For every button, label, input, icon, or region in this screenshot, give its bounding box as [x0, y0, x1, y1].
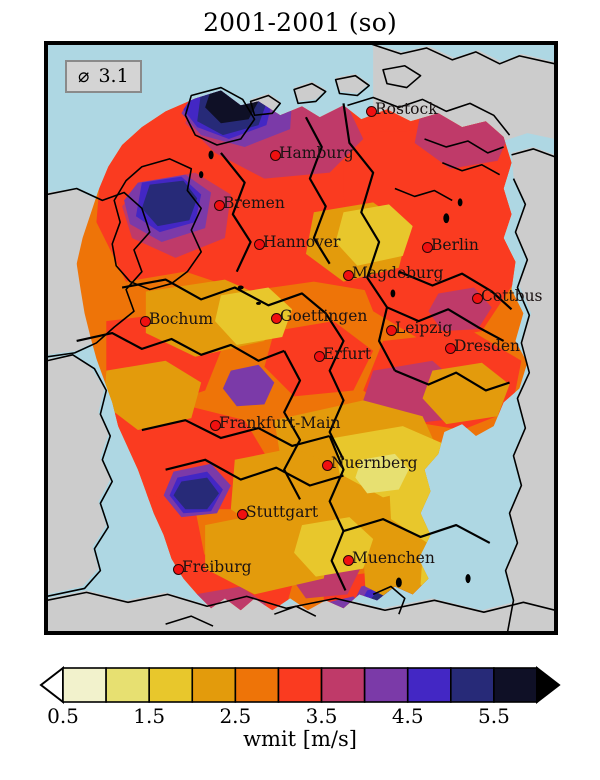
mean-value-badge: ⌀ 3.1: [65, 60, 142, 93]
colorbar-tick-label: 2.5: [219, 704, 251, 728]
city-label: Dresden: [454, 337, 521, 355]
colorbar-segment: [277, 667, 323, 703]
colorbar-tick-label: 1.5: [133, 704, 165, 728]
colorbar-tick-label: 4.5: [392, 704, 424, 728]
city-label: Muenchen: [352, 549, 435, 567]
city-label: Bochum: [149, 310, 214, 328]
colorbar-under-arrow: [39, 665, 64, 705]
city-label: Bremen: [223, 194, 285, 212]
map-frame: [47, 44, 555, 632]
city-label: Hamburg: [279, 144, 354, 162]
colorbar-segment: [62, 667, 107, 703]
city-dot-icon: [271, 313, 282, 324]
colorbar-tick-label: 0.5: [47, 704, 79, 728]
city-label: Nuernberg: [331, 454, 418, 472]
coastline: [47, 44, 555, 632]
colorbar-axis-label: wmit [m/s]: [243, 727, 357, 751]
city-dot-icon: [343, 555, 354, 566]
colorbar: 0.5 1.5 2.5 3.5 4.5 5.5: [0, 660, 600, 780]
page-title: 2001-2001 (so): [203, 8, 397, 37]
colorbar-segment: [148, 667, 194, 703]
city-label: Erfurt: [323, 345, 372, 363]
city-dot-icon: [237, 509, 248, 520]
city-label: Magdeburg: [352, 264, 444, 282]
colorbar-segment: [191, 667, 237, 703]
mean-symbol: ⌀: [78, 65, 90, 87]
colorbar-segment: [450, 667, 495, 703]
mean-value: 3.1: [98, 65, 129, 87]
colorbar-segment: [105, 667, 150, 703]
city-label: Freiburg: [182, 558, 252, 576]
city-dot-icon: [270, 150, 281, 161]
city-dot-icon: [210, 420, 221, 431]
city-dot-icon: [445, 343, 456, 354]
colorbar-segment: [363, 667, 409, 703]
city-dot-icon: [214, 200, 225, 211]
city-dot-icon: [254, 239, 265, 250]
city-dot-icon: [366, 106, 377, 117]
colorbar-canvas: 0.5 1.5 2.5 3.5 4.5 5.5: [39, 665, 561, 728]
city-label: Frankfurt-Main: [219, 414, 341, 432]
city-dot-icon: [140, 316, 151, 327]
colorbar-segment: [406, 667, 452, 703]
inland-water: [199, 150, 471, 588]
city-dot-icon: [173, 564, 184, 575]
city-dot-icon: [314, 351, 325, 362]
city-dot-icon: [343, 270, 354, 281]
city-label: Berlin: [431, 236, 479, 254]
map-panel: ⌀ 3.1 Rostock Hamburg Bremen Hannover Berlin M…: [44, 41, 558, 635]
colorbar-segment: [493, 667, 538, 703]
colorbar-segment: [320, 667, 366, 703]
colorbar-tick-label: 5.5: [478, 704, 510, 728]
city-dot-icon: [386, 325, 397, 336]
city-label: Goettingen: [280, 307, 368, 325]
city-label: Rostock: [375, 100, 438, 118]
colorbar-tick-label: 3.5: [306, 704, 338, 728]
city-label: Stuttgart: [246, 503, 319, 521]
colorbar-over-arrow: [536, 665, 561, 705]
city-dot-icon: [322, 460, 333, 471]
city-label: Leipzig: [395, 319, 453, 337]
city-label: Hannover: [263, 233, 341, 251]
colorbar-segments: [39, 665, 561, 705]
city-dot-icon: [472, 293, 483, 304]
city-dot-icon: [422, 242, 433, 253]
city-label: Cottbus: [481, 287, 543, 305]
colorbar-segment: [234, 667, 280, 703]
state-borders: [76, 103, 513, 591]
colorbar-tick-labels: 0.5 1.5 2.5 3.5 4.5 5.5: [47, 704, 510, 728]
